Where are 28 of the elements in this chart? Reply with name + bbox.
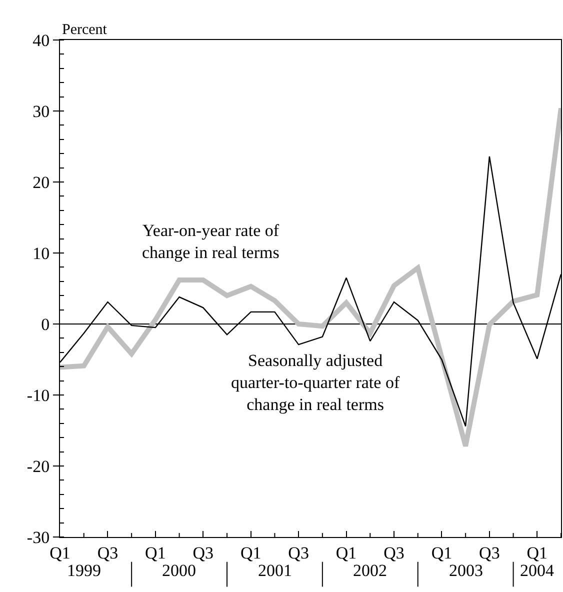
text: 2000 (162, 561, 196, 580)
text: 1999 (67, 561, 101, 580)
x-tick-label: Q1 (526, 543, 548, 562)
x-tick-label: Q1 (336, 543, 357, 562)
y-axis-title: Percent (62, 22, 108, 38)
y-tick-label: -10 (26, 386, 50, 405)
x-tick-label: Q1 (145, 543, 166, 562)
x-tick-label: Q3 (384, 543, 404, 562)
y-tick-label: 40 (32, 30, 50, 50)
y-tick-label: 30 (32, 102, 50, 121)
x-tick-label: Q1 (240, 543, 262, 562)
text: 2004 (520, 561, 554, 580)
x-tick-label: Q3 (479, 543, 500, 562)
series-label: Seasonally adjusted quarter-to-quarter rate of change in real terms (231, 351, 400, 414)
text: 2001 (258, 561, 292, 580)
text: 2003 (449, 561, 483, 580)
y-tick-label: 20 (32, 172, 50, 192)
x-tick-label: Q1 (50, 543, 70, 562)
x-tick-label: Q3 (192, 543, 214, 562)
text: Year-on-year rate of change in real terms (142, 221, 280, 262)
x-tick-label: Q3 (97, 543, 118, 562)
y-tick-label: 10 (32, 244, 50, 263)
x-tick-label: Q1 (431, 543, 452, 562)
y-tick-label: 0 (41, 314, 50, 334)
y-tick-label: -30 (26, 528, 50, 547)
x-tick-label: Q3 (288, 543, 309, 562)
text: 2002 (353, 561, 387, 580)
y-tick-label: -20 (26, 456, 50, 476)
